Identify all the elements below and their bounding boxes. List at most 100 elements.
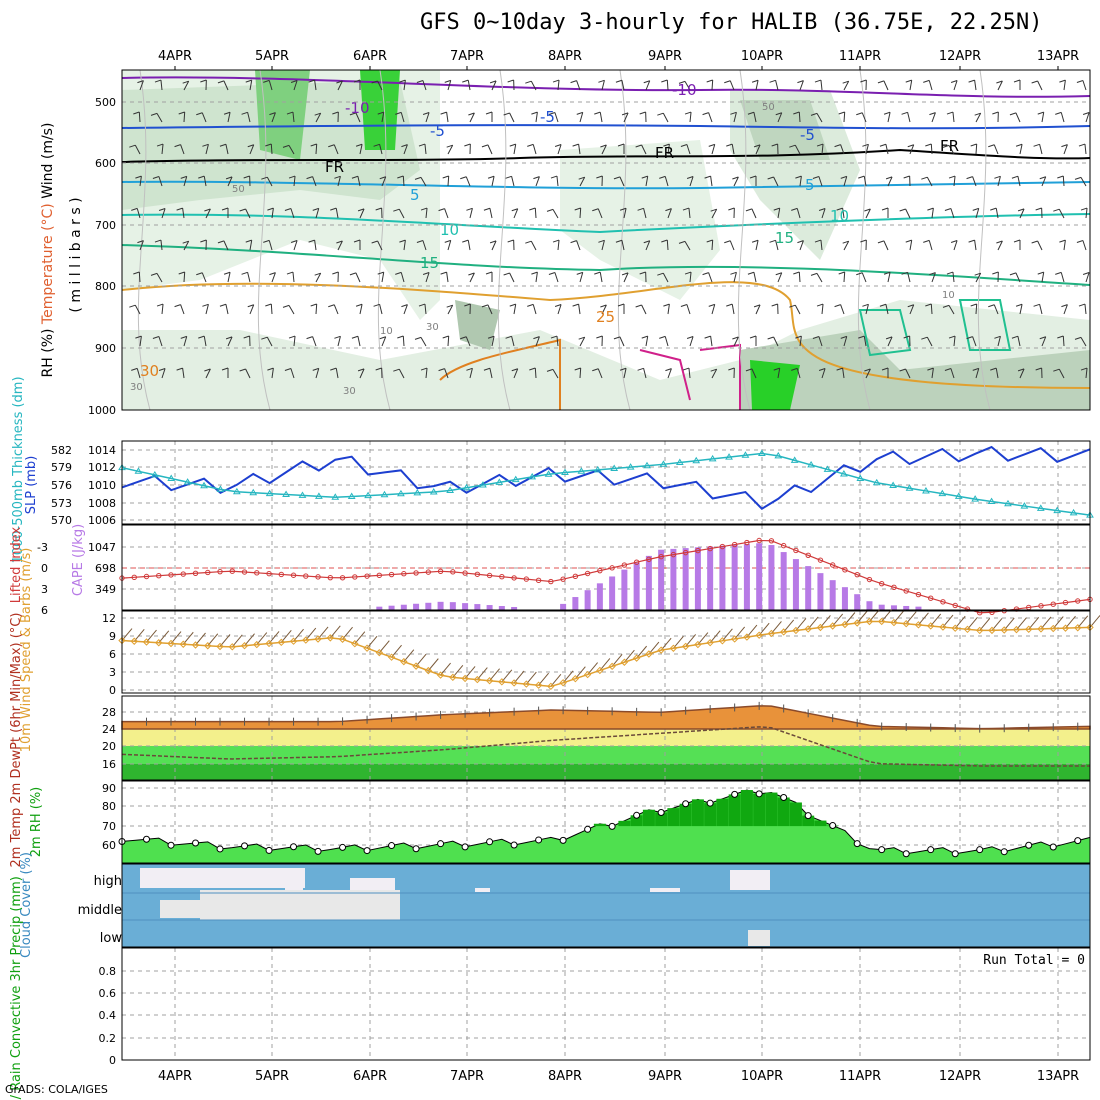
temp-contour-6 bbox=[121, 281, 1091, 389]
wind-barb-flag bbox=[966, 336, 973, 340]
wind-speed-marker bbox=[583, 670, 592, 679]
cape-bar bbox=[756, 543, 763, 610]
wind-barb-flag bbox=[397, 335, 404, 339]
wind-barb bbox=[952, 112, 955, 123]
cloud-block-9 bbox=[748, 930, 770, 946]
thickness-marker bbox=[314, 492, 323, 499]
wind-barb bbox=[711, 79, 714, 91]
wind-speed-marker bbox=[1049, 624, 1057, 633]
wind-barb bbox=[601, 240, 605, 251]
thickness-marker bbox=[167, 474, 176, 482]
wind-speed-marker bbox=[1000, 626, 1008, 634]
wind-barb-flag bbox=[661, 239, 668, 243]
wind-barb-flag bbox=[446, 144, 453, 148]
wind-barb-flag bbox=[992, 111, 999, 115]
cape-bar bbox=[829, 580, 836, 610]
wind-barb bbox=[708, 112, 713, 123]
thickness-marker bbox=[626, 463, 635, 470]
wind-speed-marker bbox=[755, 631, 763, 639]
ua-ylabel-part: Wind (m/s) bbox=[40, 123, 56, 204]
wind-barb bbox=[931, 272, 936, 283]
cape-bar bbox=[498, 606, 505, 610]
bottom-date-label: 10APR bbox=[741, 1069, 783, 1084]
wind-barb-flag bbox=[241, 111, 248, 115]
wind-barb-flag bbox=[948, 175, 956, 179]
wind-barb bbox=[403, 304, 408, 315]
wind-barb bbox=[1080, 177, 1087, 187]
wind-barb-flag bbox=[816, 303, 824, 307]
wind-barb-flag bbox=[659, 175, 666, 179]
wind-barb-flag bbox=[1015, 143, 1023, 147]
wind-barb-flag bbox=[704, 175, 711, 179]
wind-barb bbox=[315, 143, 318, 155]
wind-barb-flag bbox=[548, 112, 556, 115]
wind-barb-flag bbox=[267, 367, 274, 371]
wind-barb-flag bbox=[726, 303, 733, 307]
wind-barb-flag bbox=[444, 79, 451, 83]
wind-barb bbox=[535, 272, 538, 283]
wind-speed-marker bbox=[216, 642, 224, 651]
wind-barb bbox=[205, 144, 209, 155]
wind-barb-flag bbox=[485, 111, 493, 115]
wind-barb bbox=[975, 303, 978, 315]
contour-label: 30 bbox=[140, 362, 159, 380]
wind-barb-flag bbox=[152, 176, 160, 179]
cape-bar bbox=[413, 603, 420, 610]
wind-barb bbox=[509, 272, 515, 283]
wind-barb-flag bbox=[773, 367, 780, 371]
li-marker bbox=[817, 557, 824, 563]
wind-speed-marker bbox=[657, 646, 665, 654]
rh-marker bbox=[412, 845, 420, 853]
wind-barb-flag bbox=[503, 272, 510, 276]
li-marker bbox=[891, 584, 897, 591]
bottom-date-label: 5APR bbox=[255, 1069, 289, 1084]
rh-frame bbox=[121, 780, 1091, 864]
wind-barb bbox=[997, 336, 1001, 347]
wind-barb-flag bbox=[749, 335, 757, 339]
wind-barb bbox=[139, 240, 144, 251]
wind-speed-marker bbox=[338, 635, 347, 643]
wind-barb-flag bbox=[1076, 240, 1084, 243]
thickness-marker bbox=[577, 467, 586, 474]
wind-barb bbox=[422, 80, 427, 91]
tick-thickness: 582 bbox=[51, 444, 72, 457]
wind-barb bbox=[621, 80, 625, 91]
wind-barb bbox=[820, 240, 823, 251]
slp-label: SLP (mb) bbox=[24, 456, 39, 515]
rh-marker bbox=[902, 850, 910, 858]
wind-barb-flag bbox=[1009, 272, 1017, 276]
rh-high-fill bbox=[716, 798, 729, 827]
wind-speed-marker bbox=[718, 637, 727, 645]
wind-barb-flag bbox=[858, 335, 865, 339]
wind-barb-flag bbox=[905, 79, 912, 83]
wind-barb-flag bbox=[862, 143, 869, 147]
wind-barb-flag bbox=[877, 80, 885, 84]
wind-barb-flag bbox=[1057, 335, 1064, 339]
wind-barb bbox=[777, 272, 783, 283]
contour-label: -10 bbox=[345, 99, 370, 117]
wind-barb-flag bbox=[769, 79, 776, 83]
rh-contour-1 bbox=[257, 69, 271, 411]
wind-barb-flag bbox=[509, 303, 516, 307]
wind-speed-marker bbox=[669, 644, 678, 652]
thickness-marker bbox=[593, 465, 602, 473]
wind-barb bbox=[205, 304, 209, 315]
wind-barb-flag bbox=[907, 144, 914, 148]
wind-barb-flag bbox=[812, 336, 820, 339]
wind-barb bbox=[271, 272, 276, 283]
wind-barb-flag bbox=[684, 111, 692, 115]
thickness-marker bbox=[347, 492, 356, 500]
cape-bar bbox=[621, 569, 628, 610]
wind-barb bbox=[843, 176, 848, 187]
wind-barb-flag bbox=[442, 335, 449, 339]
wind-barb-flag bbox=[702, 112, 709, 116]
wind-barb bbox=[223, 240, 229, 251]
wind-barb-flag bbox=[856, 112, 863, 116]
wind-barb-flag bbox=[836, 207, 843, 211]
wind-barb bbox=[799, 240, 804, 251]
wind-barb-flag bbox=[1053, 208, 1060, 212]
wind-barb bbox=[711, 304, 716, 315]
tick-rh: 60 bbox=[102, 839, 116, 852]
wind-barb bbox=[398, 368, 405, 379]
bottom-date-label: 11APR bbox=[839, 1069, 881, 1084]
